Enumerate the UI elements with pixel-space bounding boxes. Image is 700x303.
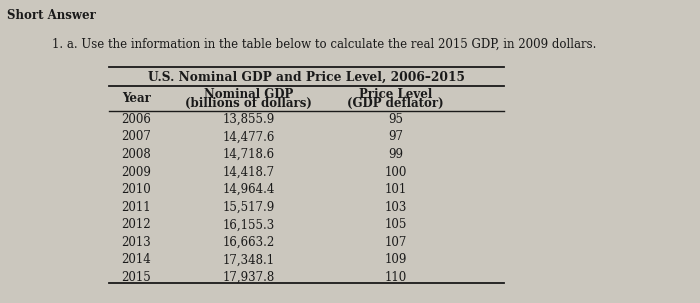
Text: Short Answer: Short Answer (7, 9, 96, 22)
Text: 14,477.6: 14,477.6 (223, 131, 274, 143)
Text: 103: 103 (384, 201, 407, 214)
Text: 107: 107 (384, 236, 407, 249)
Text: U.S. Nominal GDP and Price Level, 2006–2015: U.S. Nominal GDP and Price Level, 2006–2… (148, 71, 465, 84)
Text: (GDP deflator): (GDP deflator) (347, 97, 444, 109)
Text: 2014: 2014 (122, 254, 151, 266)
Text: 105: 105 (384, 218, 407, 231)
Text: Price Level: Price Level (359, 88, 432, 101)
Text: 110: 110 (384, 271, 407, 284)
Text: 14,718.6: 14,718.6 (223, 148, 274, 161)
Text: 2008: 2008 (122, 148, 151, 161)
Text: 97: 97 (388, 131, 403, 143)
Text: 95: 95 (388, 113, 403, 126)
Text: 13,855.9: 13,855.9 (223, 113, 274, 126)
Text: 2015: 2015 (122, 271, 151, 284)
Text: 2011: 2011 (122, 201, 151, 214)
Text: 16,663.2: 16,663.2 (223, 236, 274, 249)
Text: 101: 101 (384, 183, 407, 196)
Text: 109: 109 (384, 254, 407, 266)
Text: 2013: 2013 (122, 236, 151, 249)
Text: 2012: 2012 (122, 218, 151, 231)
Text: 1. a. Use the information in the table below to calculate the real 2015 GDP, in : 1. a. Use the information in the table b… (52, 38, 597, 51)
Text: 17,348.1: 17,348.1 (223, 254, 274, 266)
Text: 16,155.3: 16,155.3 (223, 218, 274, 231)
Text: 2006: 2006 (122, 113, 151, 126)
Text: 100: 100 (384, 166, 407, 178)
Text: Year: Year (122, 92, 151, 105)
Text: 2007: 2007 (122, 131, 151, 143)
Text: 14,418.7: 14,418.7 (223, 166, 274, 178)
Text: 2009: 2009 (122, 166, 151, 178)
Text: (billions of dollars): (billions of dollars) (185, 97, 312, 109)
Text: 14,964.4: 14,964.4 (223, 183, 274, 196)
Text: Nominal GDP: Nominal GDP (204, 88, 293, 101)
Text: 99: 99 (388, 148, 403, 161)
Text: 15,517.9: 15,517.9 (223, 201, 274, 214)
Text: 17,937.8: 17,937.8 (223, 271, 274, 284)
Text: 2010: 2010 (122, 183, 151, 196)
